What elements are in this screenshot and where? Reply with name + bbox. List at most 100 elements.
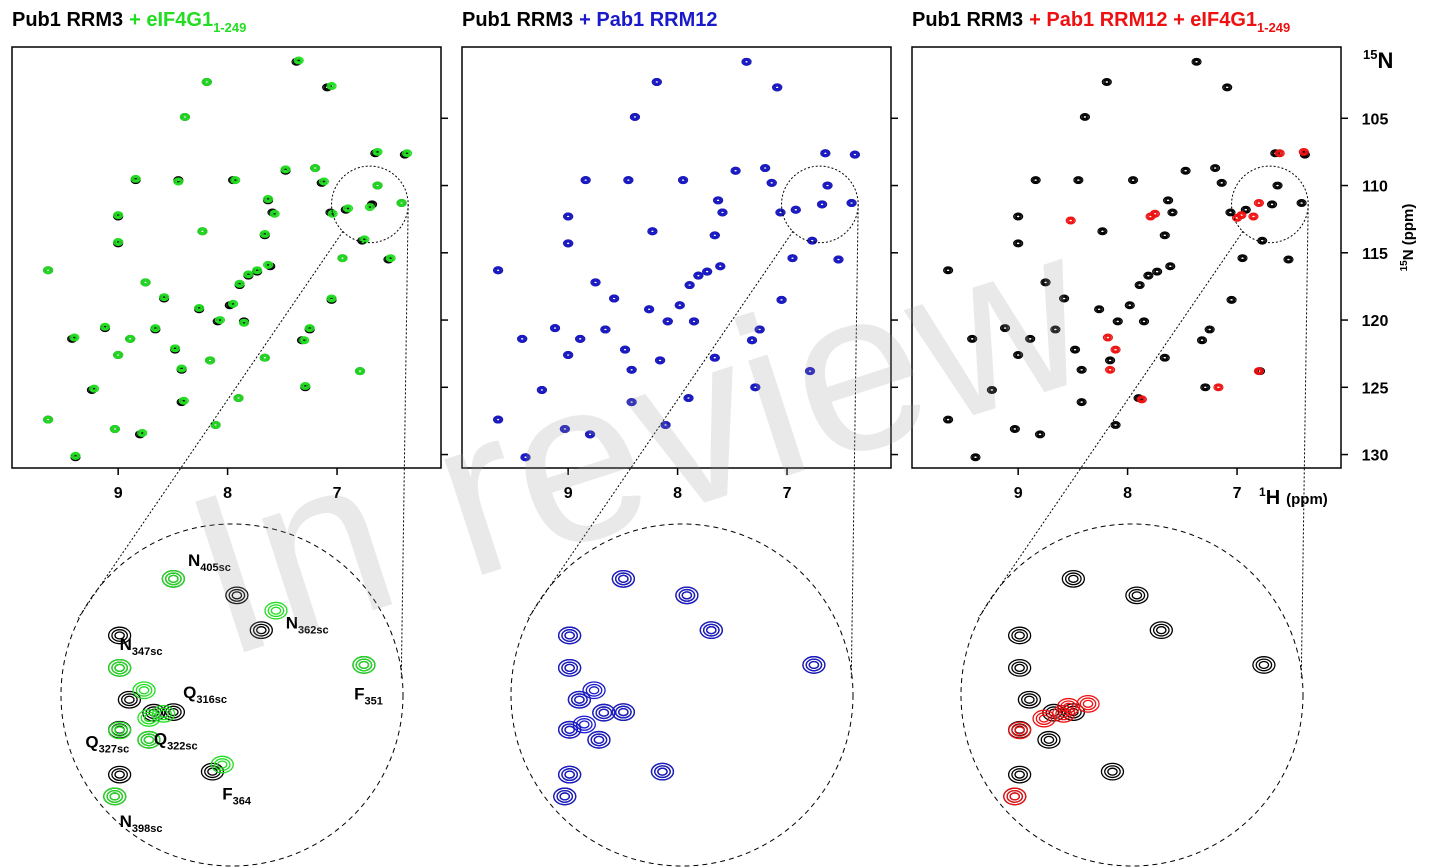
- peak: [107, 626, 132, 645]
- peak: [582, 681, 606, 700]
- peak-label-text: F: [222, 784, 232, 803]
- peak: [1009, 425, 1020, 433]
- peak: [709, 231, 720, 240]
- peak: [493, 266, 504, 275]
- peak: [169, 344, 181, 353]
- peak: [1094, 305, 1105, 314]
- peak: [342, 204, 354, 213]
- panel-title: Pub1 RRM3 + Pab1 RRM12 + eIF4G11-249: [912, 9, 1290, 35]
- peak-label: Q327sc: [85, 732, 129, 755]
- peak: [677, 176, 689, 185]
- peak: [173, 177, 184, 186]
- peak: [137, 730, 161, 749]
- peak: [712, 196, 724, 205]
- peak-label-subscript: 347sc: [132, 646, 163, 658]
- peak: [986, 386, 997, 394]
- peak: [1125, 586, 1149, 605]
- peak: [820, 149, 831, 158]
- peak: [372, 181, 383, 190]
- peak: [1102, 333, 1113, 342]
- spectrum: [493, 57, 860, 462]
- peak: [262, 260, 274, 269]
- peak: [1159, 353, 1170, 362]
- peak: [151, 704, 176, 723]
- peak: [1222, 83, 1233, 92]
- peak: [227, 299, 239, 308]
- peak: [43, 415, 54, 424]
- peak: [259, 353, 270, 362]
- peak: [326, 294, 337, 303]
- peak: [493, 415, 504, 424]
- title-text: Pub1 RRM3: [12, 9, 123, 31]
- x-tick-label: 8: [223, 485, 232, 502]
- peak: [746, 336, 758, 345]
- peak: [264, 601, 288, 620]
- peak: [318, 177, 330, 186]
- peak: [1056, 697, 1081, 716]
- peak: [717, 208, 728, 217]
- peak: [1296, 199, 1307, 208]
- peak-label: Q316sc: [183, 683, 227, 706]
- peak: [69, 333, 80, 342]
- peak: [1253, 199, 1265, 208]
- peak: [849, 150, 860, 159]
- peak-label-text: N: [188, 551, 200, 570]
- peak: [252, 266, 263, 275]
- peak: [1191, 57, 1202, 66]
- peak: [584, 430, 596, 439]
- peak: [107, 658, 132, 677]
- peak: [1069, 345, 1081, 354]
- peak: [1162, 196, 1174, 205]
- peak: [1298, 147, 1309, 156]
- peak: [125, 334, 136, 343]
- peak: [262, 195, 274, 203]
- peak: [194, 303, 205, 312]
- peak: [804, 367, 816, 376]
- peak: [300, 381, 311, 390]
- plot-frame: [911, 46, 1342, 469]
- peak-label-text: F: [354, 685, 364, 704]
- peak: [1149, 209, 1161, 218]
- x-tick-label: 9: [114, 485, 123, 502]
- peak: [715, 262, 726, 271]
- peak: [776, 295, 787, 304]
- peak: [214, 316, 226, 325]
- peak: [563, 212, 574, 221]
- peak: [230, 176, 241, 185]
- peak: [1101, 77, 1112, 86]
- peak: [1032, 709, 1056, 728]
- peak: [1216, 178, 1227, 187]
- y-tick-label: 115: [1362, 246, 1388, 263]
- inset-circle: [60, 523, 404, 867]
- peak: [293, 56, 304, 65]
- peak: [1204, 325, 1215, 334]
- peak: [1266, 200, 1278, 209]
- peak-label-subscript: 398sc: [132, 823, 163, 835]
- inset-circle: [510, 523, 854, 867]
- peak: [200, 762, 225, 781]
- peak: [730, 166, 741, 175]
- peak-label-subscript: 327sc: [99, 743, 130, 755]
- peak-label: N347sc: [120, 635, 163, 658]
- x-axis-label-sup: 1: [1259, 485, 1266, 499]
- peak: [600, 325, 611, 334]
- peak: [807, 236, 818, 245]
- peak: [233, 394, 244, 403]
- peak: [1097, 227, 1108, 236]
- inset-spectrum: [103, 569, 376, 806]
- peak: [833, 255, 844, 264]
- peak: [1110, 420, 1121, 429]
- peak: [1180, 166, 1191, 175]
- title-addition: + Pab1 RRM12: [579, 9, 717, 31]
- peak: [249, 621, 273, 640]
- peak: [137, 429, 148, 438]
- peak: [1007, 626, 1032, 645]
- peak: [113, 238, 124, 247]
- peak: [1124, 301, 1135, 310]
- title-text: Pub1 RRM3: [912, 9, 1023, 31]
- peak: [1059, 294, 1070, 303]
- peak: [575, 334, 586, 343]
- peak-label-text: Q: [85, 732, 98, 751]
- peak: [109, 425, 120, 433]
- peak: [651, 77, 662, 86]
